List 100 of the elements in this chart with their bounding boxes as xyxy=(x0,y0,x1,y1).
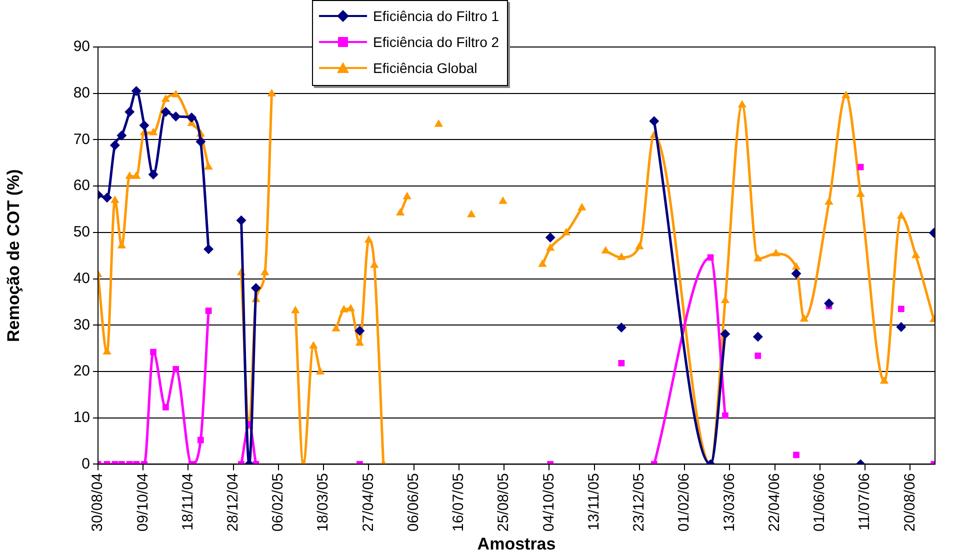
point xyxy=(880,376,889,384)
point xyxy=(117,240,126,248)
x-tick-label: 13/11/05 xyxy=(585,473,602,530)
point xyxy=(402,192,412,200)
point xyxy=(601,246,610,254)
point xyxy=(896,322,906,332)
point xyxy=(618,360,625,366)
x-tick-label: 30/08/04 xyxy=(89,473,106,532)
point xyxy=(772,248,780,256)
point xyxy=(291,306,300,314)
point xyxy=(196,136,206,147)
point xyxy=(791,268,802,279)
point xyxy=(498,196,508,204)
point xyxy=(545,232,556,243)
point xyxy=(110,140,120,150)
point xyxy=(205,308,212,314)
point xyxy=(856,189,865,197)
point xyxy=(354,326,365,336)
point xyxy=(131,86,142,96)
point xyxy=(102,192,112,203)
point xyxy=(139,120,150,130)
point xyxy=(546,243,555,251)
point xyxy=(720,328,730,339)
point xyxy=(148,128,158,136)
point xyxy=(204,244,214,254)
legend-label: Eficiência do Filtro 2 xyxy=(373,34,500,50)
point xyxy=(186,112,197,122)
x-tick-label: 01/02/06 xyxy=(676,473,693,532)
y-tick-label: 90 xyxy=(73,38,90,56)
point xyxy=(148,169,158,180)
y-tick-label: 70 xyxy=(73,130,90,148)
point xyxy=(616,322,626,332)
point xyxy=(896,211,906,219)
x-tick-label: 27/04/05 xyxy=(360,473,377,532)
y-axis-title: Remoção de COT (%) xyxy=(4,169,23,342)
point xyxy=(204,162,213,170)
point xyxy=(116,130,127,141)
x-tick-label: 06/02/05 xyxy=(270,473,287,532)
point xyxy=(722,412,728,419)
x-tick-label: 09/10/04 xyxy=(134,473,152,532)
point xyxy=(752,332,763,342)
point xyxy=(754,352,762,359)
point xyxy=(467,210,476,218)
point xyxy=(110,195,120,203)
point xyxy=(824,298,834,308)
y-tick-label: 30 xyxy=(73,316,90,334)
point xyxy=(102,347,112,355)
point xyxy=(562,228,570,236)
point xyxy=(738,100,746,108)
point xyxy=(160,106,171,117)
point xyxy=(172,90,180,98)
point xyxy=(124,106,135,117)
y-tick-label: 10 xyxy=(73,408,90,426)
x-tick-label: 23/12/05 xyxy=(630,473,648,532)
x-tick-label: 18/03/05 xyxy=(314,473,332,532)
point xyxy=(340,304,348,312)
point xyxy=(792,262,801,270)
point xyxy=(260,268,270,276)
x-tick-label: 22/04/06 xyxy=(766,473,783,532)
point xyxy=(250,283,261,294)
point xyxy=(150,348,156,356)
point xyxy=(842,90,850,98)
point xyxy=(649,116,660,126)
point xyxy=(617,252,626,260)
point xyxy=(236,215,246,226)
point xyxy=(197,436,204,444)
x-tick-label: 18/11/04 xyxy=(179,473,196,530)
point xyxy=(309,341,318,348)
point xyxy=(346,304,356,312)
point xyxy=(911,250,920,258)
point xyxy=(635,242,644,250)
point xyxy=(267,88,276,96)
point xyxy=(824,197,834,205)
point xyxy=(170,112,181,122)
x-tick-label: 11/07/06 xyxy=(856,473,874,530)
point xyxy=(332,324,340,332)
y-tick-label: 20 xyxy=(73,362,90,380)
point xyxy=(355,338,364,346)
y-tick-label: 60 xyxy=(73,177,90,194)
x-tick-label: 13/03/06 xyxy=(720,473,738,532)
y-tick-label: 0 xyxy=(82,455,90,472)
x-tick-label: 28/12/04 xyxy=(224,473,242,532)
point xyxy=(396,208,405,216)
y-tick-label: 80 xyxy=(73,84,90,102)
x-tick-label: 20/08/06 xyxy=(901,473,918,532)
x-tick-label: 06/06/05 xyxy=(404,473,422,532)
x-tick-label: 16/07/05 xyxy=(450,473,468,532)
x-tick-label: 01/06/06 xyxy=(811,473,828,532)
point xyxy=(434,119,443,127)
x-tick-label: 04/10/05 xyxy=(540,473,558,532)
point xyxy=(316,366,325,374)
point xyxy=(172,366,180,372)
legend-label: Eficiência Global xyxy=(373,60,478,76)
x-axis-title: Amostras xyxy=(477,534,556,554)
point xyxy=(898,306,904,312)
point xyxy=(578,202,586,210)
point xyxy=(125,171,134,179)
point xyxy=(364,235,374,243)
point xyxy=(132,171,141,179)
point xyxy=(800,314,808,322)
